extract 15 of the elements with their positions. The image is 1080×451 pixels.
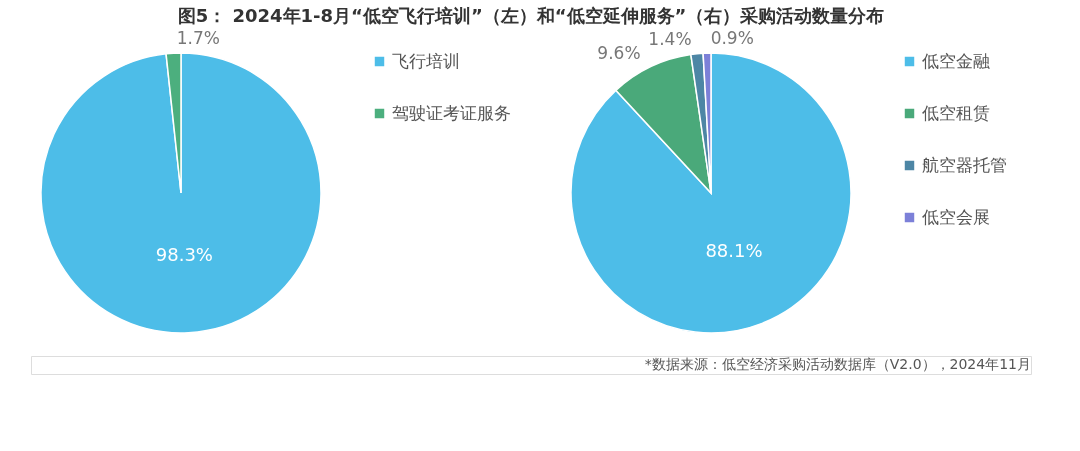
legend-label: 飞行培训 — [392, 50, 460, 71]
data-label: 1.4% — [648, 28, 692, 49]
legend-label: 航空器托管 — [922, 154, 1007, 175]
text: *数据来源：低空经济采购活动数据库（V2.0），2024年11月 — [644, 356, 1031, 372]
data-label: 0.9% — [710, 28, 754, 49]
data-label: 98.3% — [155, 243, 213, 265]
legend-label: 驾驶证考证服务 — [392, 102, 511, 123]
data-label: 88.1% — [705, 239, 763, 261]
legend-label: 低空会展 — [922, 206, 990, 227]
pie-slice — [40, 52, 322, 334]
data-label: 9.6% — [597, 43, 641, 64]
data-label: 1.7% — [176, 28, 220, 49]
legend-label: 低空租赁 — [922, 102, 990, 123]
chart-title: 图5： 2024年1-8月“低空飞行培训”（左）和“低空延伸服务”（右）采购活动数量分布 — [177, 5, 885, 27]
legend-label: 低空金融 — [922, 50, 990, 71]
